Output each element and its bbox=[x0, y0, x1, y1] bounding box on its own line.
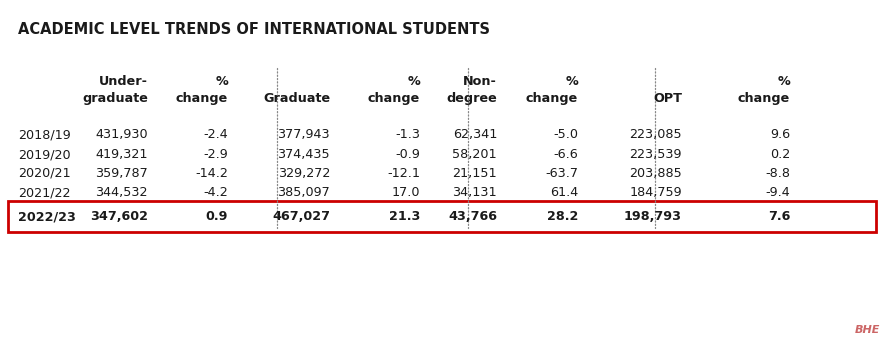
Text: change: change bbox=[738, 92, 790, 105]
Bar bbox=[8, 201, 876, 232]
Text: 0.9: 0.9 bbox=[205, 210, 228, 223]
Text: -2.9: -2.9 bbox=[203, 148, 228, 161]
Text: 21.3: 21.3 bbox=[389, 210, 420, 223]
Text: 223,085: 223,085 bbox=[630, 128, 682, 141]
Text: 385,097: 385,097 bbox=[277, 186, 330, 199]
Text: ACADEMIC LEVEL TRENDS OF INTERNATIONAL STUDENTS: ACADEMIC LEVEL TRENDS OF INTERNATIONAL S… bbox=[18, 22, 490, 37]
Text: 34,131: 34,131 bbox=[452, 186, 497, 199]
Text: -63.7: -63.7 bbox=[545, 167, 578, 180]
Text: -1.3: -1.3 bbox=[395, 128, 420, 141]
Text: graduate: graduate bbox=[82, 92, 148, 105]
Text: 2021/22: 2021/22 bbox=[18, 186, 70, 199]
Text: 17.0: 17.0 bbox=[392, 186, 420, 199]
Text: 374,435: 374,435 bbox=[277, 148, 330, 161]
Text: -12.1: -12.1 bbox=[387, 167, 420, 180]
Text: 347,602: 347,602 bbox=[90, 210, 148, 223]
Text: 184,759: 184,759 bbox=[630, 186, 682, 199]
Text: Under-: Under- bbox=[99, 75, 148, 88]
Text: 2020/21: 2020/21 bbox=[18, 167, 71, 180]
Text: change: change bbox=[176, 92, 228, 105]
Text: Non-: Non- bbox=[464, 75, 497, 88]
Text: 2019/20: 2019/20 bbox=[18, 148, 71, 161]
Text: 21,151: 21,151 bbox=[452, 167, 497, 180]
Text: -5.0: -5.0 bbox=[553, 128, 578, 141]
Text: 467,027: 467,027 bbox=[272, 210, 330, 223]
Text: 9.6: 9.6 bbox=[770, 128, 790, 141]
Text: degree: degree bbox=[447, 92, 497, 105]
Text: %: % bbox=[408, 75, 420, 88]
Text: 223,539: 223,539 bbox=[630, 148, 682, 161]
Text: OPT: OPT bbox=[653, 92, 682, 105]
Text: 0.2: 0.2 bbox=[770, 148, 790, 161]
Text: %: % bbox=[777, 75, 790, 88]
Text: 419,321: 419,321 bbox=[96, 148, 148, 161]
Text: -2.4: -2.4 bbox=[203, 128, 228, 141]
Text: 431,930: 431,930 bbox=[95, 128, 148, 141]
Text: 58,201: 58,201 bbox=[452, 148, 497, 161]
Text: 62,341: 62,341 bbox=[453, 128, 497, 141]
Text: 2022/23: 2022/23 bbox=[18, 210, 75, 223]
Text: 359,787: 359,787 bbox=[95, 167, 148, 180]
Text: change: change bbox=[368, 92, 420, 105]
Text: %: % bbox=[566, 75, 578, 88]
Text: -0.9: -0.9 bbox=[395, 148, 420, 161]
Text: -4.2: -4.2 bbox=[203, 186, 228, 199]
Text: -6.6: -6.6 bbox=[553, 148, 578, 161]
Text: BHE: BHE bbox=[855, 325, 880, 335]
Text: 329,272: 329,272 bbox=[278, 167, 330, 180]
Text: 377,943: 377,943 bbox=[277, 128, 330, 141]
Text: 203,885: 203,885 bbox=[630, 167, 682, 180]
Text: 7.6: 7.6 bbox=[767, 210, 790, 223]
Text: 2018/19: 2018/19 bbox=[18, 128, 71, 141]
Text: Graduate: Graduate bbox=[263, 92, 330, 105]
Text: 61.4: 61.4 bbox=[550, 186, 578, 199]
Text: -8.8: -8.8 bbox=[765, 167, 790, 180]
Text: 43,766: 43,766 bbox=[448, 210, 497, 223]
Text: 344,532: 344,532 bbox=[96, 186, 148, 199]
Text: change: change bbox=[526, 92, 578, 105]
Text: -14.2: -14.2 bbox=[195, 167, 228, 180]
Text: %: % bbox=[215, 75, 228, 88]
Text: 28.2: 28.2 bbox=[547, 210, 578, 223]
Text: 198,793: 198,793 bbox=[624, 210, 682, 223]
Text: -9.4: -9.4 bbox=[765, 186, 790, 199]
